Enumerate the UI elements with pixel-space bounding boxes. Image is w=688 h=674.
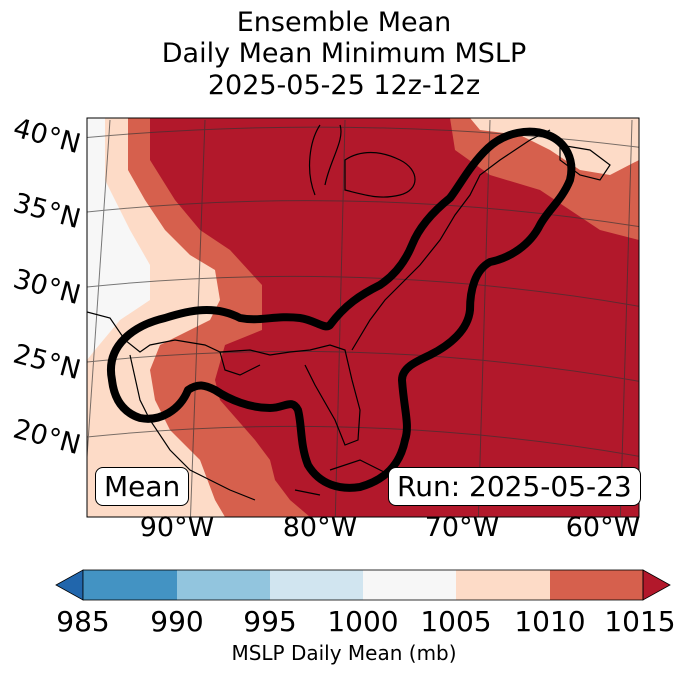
colorbar-extend-low — [55, 569, 84, 601]
colorbar — [55, 569, 671, 601]
lon-label-90w: 90°W — [139, 512, 215, 543]
title-line-1: Ensemble Mean — [236, 7, 452, 38]
run-box: Run: 2025-05-23 — [388, 467, 641, 506]
title-line-3: 2025-05-25 12z-12z — [207, 70, 481, 101]
mean-box: Mean — [95, 467, 190, 506]
title-line-2: Daily Mean Minimum MSLP — [161, 38, 527, 69]
mslp-contour — [106, 127, 576, 492]
colorbar-segment-995-1000 — [270, 570, 363, 600]
map-frame — [86, 117, 640, 518]
colorbar-tick: 1005 — [420, 605, 492, 638]
colorbar-label: MSLP Daily Mean (mb) — [231, 641, 457, 665]
map-area — [87, 118, 639, 517]
colorbar-segment-985-990 — [83, 570, 177, 600]
colorbar-extend-high — [642, 569, 671, 601]
lon-label-70w: 70°W — [424, 512, 500, 543]
colorbar-segment-990-995 — [177, 570, 270, 600]
colorbar-tick: 995 — [243, 605, 297, 638]
colorbar-tick: 985 — [56, 605, 110, 638]
colorbar-tick: 990 — [150, 605, 204, 638]
lon-label-60w: 60°W — [565, 512, 641, 543]
colorbar-segment-1010-1015 — [550, 570, 643, 600]
coastlines — [87, 124, 611, 501]
colorbar-tick: 1015 — [604, 605, 676, 638]
region-1000-1005-west — [87, 118, 150, 360]
colorbar-segment-1000-1005 — [363, 570, 456, 600]
colorbar-segment-1005-1010 — [456, 570, 550, 600]
graticule — [87, 119, 639, 517]
colorbar-tick: 1010 — [514, 605, 586, 638]
colorbar-tick: 1000 — [327, 605, 399, 638]
lon-label-80w: 80°W — [282, 512, 358, 543]
